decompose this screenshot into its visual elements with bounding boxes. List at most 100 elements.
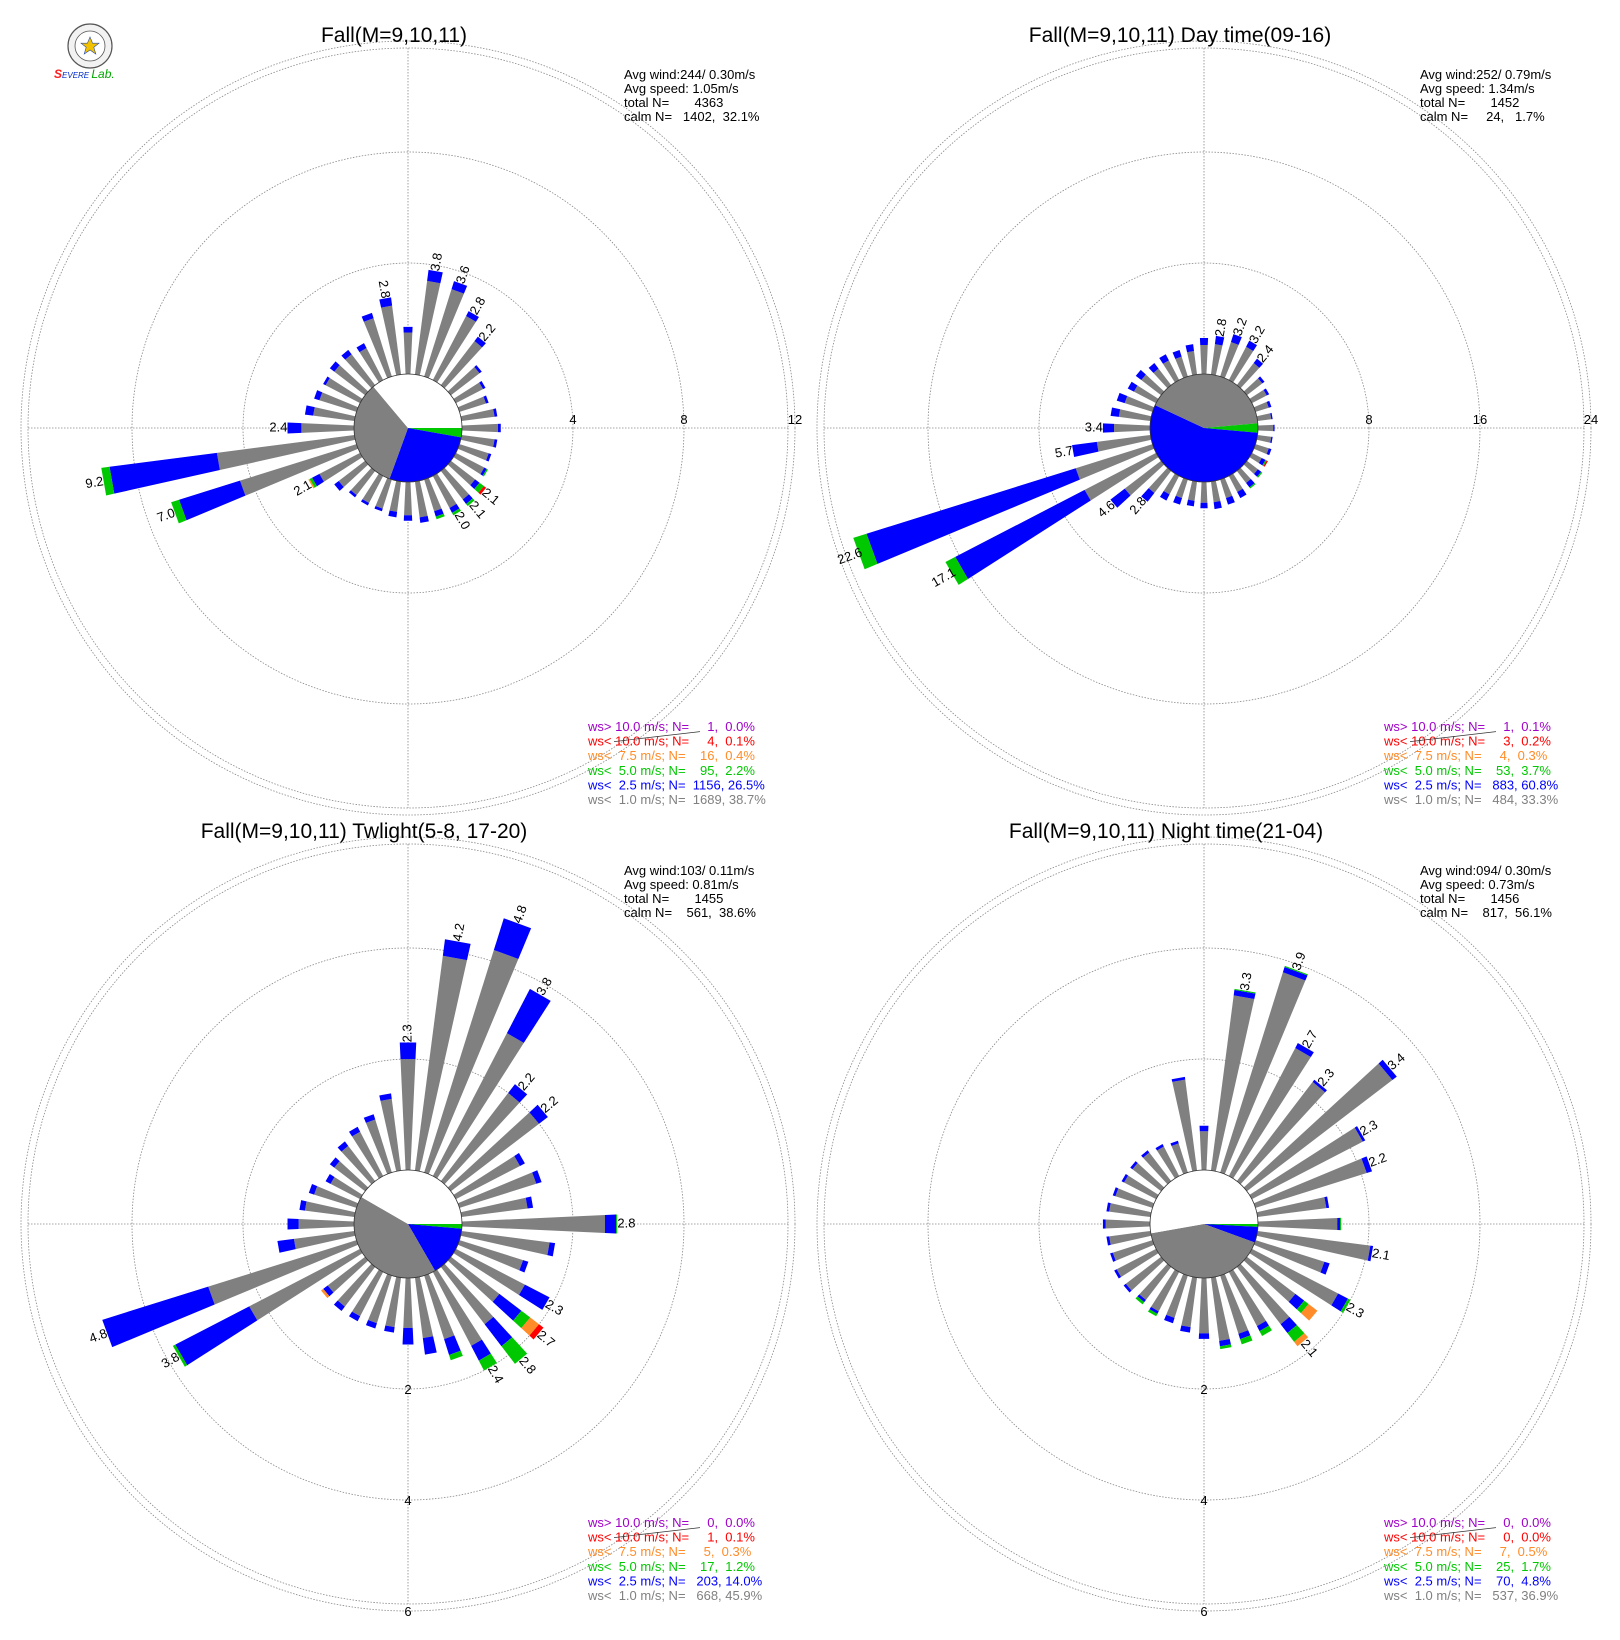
bar-dir-230 xyxy=(338,460,369,488)
bar-dir-170 xyxy=(414,480,428,518)
bar-label: 4.8 xyxy=(87,1326,109,1346)
bar-label: 3.9 xyxy=(1288,950,1308,972)
bar-dir-110 xyxy=(519,1260,529,1273)
stats-line: calm N= 1402, 32.1% xyxy=(624,109,760,124)
bar-dir-290 xyxy=(1124,396,1155,412)
bar-dir-330 xyxy=(349,1126,361,1137)
calm-circle xyxy=(1149,1169,1259,1279)
bar-dir-130 xyxy=(1288,1293,1305,1310)
bar-dir-130 xyxy=(1253,469,1262,477)
bar-dir-70 xyxy=(457,1172,537,1208)
bar-dir-100 xyxy=(460,434,495,448)
legend-entry: ws< 1.0 m/s; N= 484, 33.3% xyxy=(1383,792,1559,807)
panel-title: Fall(M=9,10,11) Day time(09-16) xyxy=(1029,24,1331,47)
bar-dir-110 xyxy=(1320,1261,1330,1275)
bar-dir-130 xyxy=(529,1324,544,1340)
bar-label: 3.4 xyxy=(1085,419,1103,434)
calm-pie-slice xyxy=(408,1224,462,1271)
bar-dir-310 xyxy=(1135,369,1146,381)
bar-dir-310 xyxy=(334,365,369,396)
bar-dir-50 xyxy=(529,1104,548,1124)
bar-dir-200 xyxy=(365,1319,377,1329)
bar-dir-330 xyxy=(351,1131,384,1179)
wind-rose-panel-2: 2.8 3.23.22.42.84.617.122.65.73.4 8 16 24Fal… xyxy=(816,24,1598,816)
bar-dir-110 xyxy=(457,444,489,461)
bar-label: 2.2 xyxy=(1367,1150,1389,1170)
stats-line: Avg speed: 1.34m/s xyxy=(1420,81,1535,96)
bar-dir-300 xyxy=(323,376,330,386)
stats-line: total N= 1452 xyxy=(1420,95,1519,110)
stats-line: total N= 1455 xyxy=(624,891,723,906)
bar-dir-130 xyxy=(474,482,484,493)
bar-dir-210 xyxy=(1150,1269,1180,1312)
bar-dir-160 xyxy=(1238,1330,1251,1340)
bar-dir-20 xyxy=(1220,342,1239,379)
bar-dir-220 xyxy=(1148,467,1172,493)
bar-dir-280 xyxy=(313,407,356,422)
bar-dir-120 xyxy=(518,1284,550,1310)
bar-dir-120 xyxy=(1249,1248,1339,1306)
bar-dir-290 xyxy=(308,1184,318,1195)
bar-dir-130 xyxy=(1243,460,1258,474)
legend-entry: ws< 5.0 m/s; N= 25, 1.7% xyxy=(1383,1559,1551,1574)
bar-dir-280 xyxy=(304,1201,356,1218)
bar-dir-50 xyxy=(1243,378,1263,396)
calm-pie-slice xyxy=(408,1170,462,1224)
bar-dir-290 xyxy=(1115,1188,1155,1208)
radial-tick-label: 24 xyxy=(1584,412,1598,427)
bar-dir-90 xyxy=(497,423,501,433)
bar-label: 4.2 xyxy=(449,922,467,942)
bar-dir-270 xyxy=(1102,423,1115,433)
bar-dir-90 xyxy=(461,1215,605,1233)
bar-dir-140 xyxy=(1236,1263,1290,1325)
bar-dir-320 xyxy=(337,1141,349,1152)
bar-label: 5.7 xyxy=(1054,443,1074,461)
bar-dir-150 xyxy=(478,1353,497,1371)
bar-dir-40 xyxy=(1253,358,1264,368)
bar-label: 2.4 xyxy=(269,419,287,434)
bar-dir-150 xyxy=(449,503,460,513)
bar-dir-310 xyxy=(1130,1161,1138,1170)
bar-dir-190 xyxy=(1181,1276,1198,1328)
bar-dir-150 xyxy=(1256,1320,1269,1332)
bar-dir-270 xyxy=(298,1219,355,1229)
bar-dir-250 xyxy=(1112,1240,1155,1261)
bar-dir-310 xyxy=(329,361,340,372)
bar-dir-90 xyxy=(1257,1217,1338,1231)
bar-dir-220 xyxy=(333,1300,345,1311)
radial-tick-label: 8 xyxy=(1365,412,1372,427)
bar-dir-190 xyxy=(385,1276,402,1328)
bar-dir-190 xyxy=(1180,1325,1191,1333)
bar-dir-340 xyxy=(365,1119,392,1175)
bar-dir-20 xyxy=(424,289,464,379)
bar-dir-350 xyxy=(380,1098,402,1172)
bar-dir-40 xyxy=(440,341,483,389)
bar-dir-170 xyxy=(1213,501,1222,510)
bar-dir-240 xyxy=(308,479,315,489)
bar-dir-100 xyxy=(1256,434,1272,443)
calm-pie-slice xyxy=(408,1224,462,1229)
bar-dir-130 xyxy=(1300,1303,1318,1321)
bar-dir-220 xyxy=(350,467,376,496)
bar-dir-240 xyxy=(319,452,363,482)
bar-dir-160 xyxy=(434,508,444,517)
bar-dir-110 xyxy=(486,453,492,462)
bar-dir-280 xyxy=(1118,409,1152,422)
legend-entry: ws< 1.0 m/s; N= 537, 36.9% xyxy=(1383,1588,1559,1603)
legend-strike xyxy=(1409,731,1497,742)
bar-dir-340 xyxy=(1171,1143,1188,1175)
legend-strike xyxy=(613,1527,701,1538)
bar-dir-260 xyxy=(1096,434,1152,452)
bar-dir-140 xyxy=(1236,467,1251,484)
bar-dir-240 xyxy=(312,473,324,487)
radial-tick-label: 8 xyxy=(680,412,687,427)
grid-ring xyxy=(927,947,1481,1501)
bar-dir-340 xyxy=(1172,349,1182,359)
bar-dir-20 xyxy=(1230,334,1242,345)
bar-dir-130 xyxy=(513,1310,531,1329)
grid-ring xyxy=(131,151,685,705)
bar-dir-140 xyxy=(1280,1316,1297,1334)
bar-dir-220 xyxy=(337,1263,376,1307)
bar-dir-140 xyxy=(1287,1325,1305,1342)
bar-dir-50 xyxy=(1258,376,1265,384)
